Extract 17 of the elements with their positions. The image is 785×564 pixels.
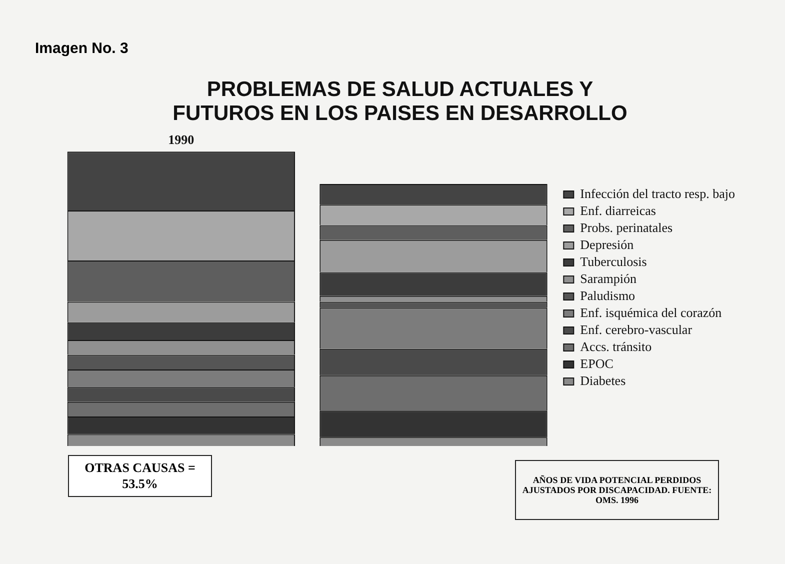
legend-label: Enf. cerebro-vascular xyxy=(580,322,693,337)
legend-label: Accs. tránsito xyxy=(580,338,652,354)
text: Imagen No. 3 xyxy=(35,40,128,57)
text: AÑOS DE VIDA POTENCIAL PERDIDOS AJUSTADOS POR DISCAPACIDAD. FUENTE: OMS. 1996 xyxy=(515,460,719,520)
legend-label: Infección del tracto resp. bajo xyxy=(580,186,736,201)
x-tick-label: 1990 xyxy=(168,132,194,148)
legend-label: Enf. isquémica del corazón xyxy=(580,304,722,320)
legend-label: Probs. perinatales xyxy=(580,220,673,235)
legend-label: Paludismo xyxy=(580,288,636,303)
legend-label: EPOC xyxy=(580,356,614,371)
legend-label: Enf. diarreicas xyxy=(580,202,656,218)
legend-label: Tuberculosis xyxy=(580,254,647,269)
legend-label: Diabetes xyxy=(580,372,626,388)
legend-label: Depresión xyxy=(580,236,634,252)
chart-title: PROBLEMAS DE SALUD ACTUALES Y FUTUROS EN LOS PAISES EN DESARROLLO xyxy=(172,78,628,126)
legend-label: Sarampión xyxy=(580,270,637,286)
text: OTRAS CAUSAS = 53.5% xyxy=(68,455,212,497)
